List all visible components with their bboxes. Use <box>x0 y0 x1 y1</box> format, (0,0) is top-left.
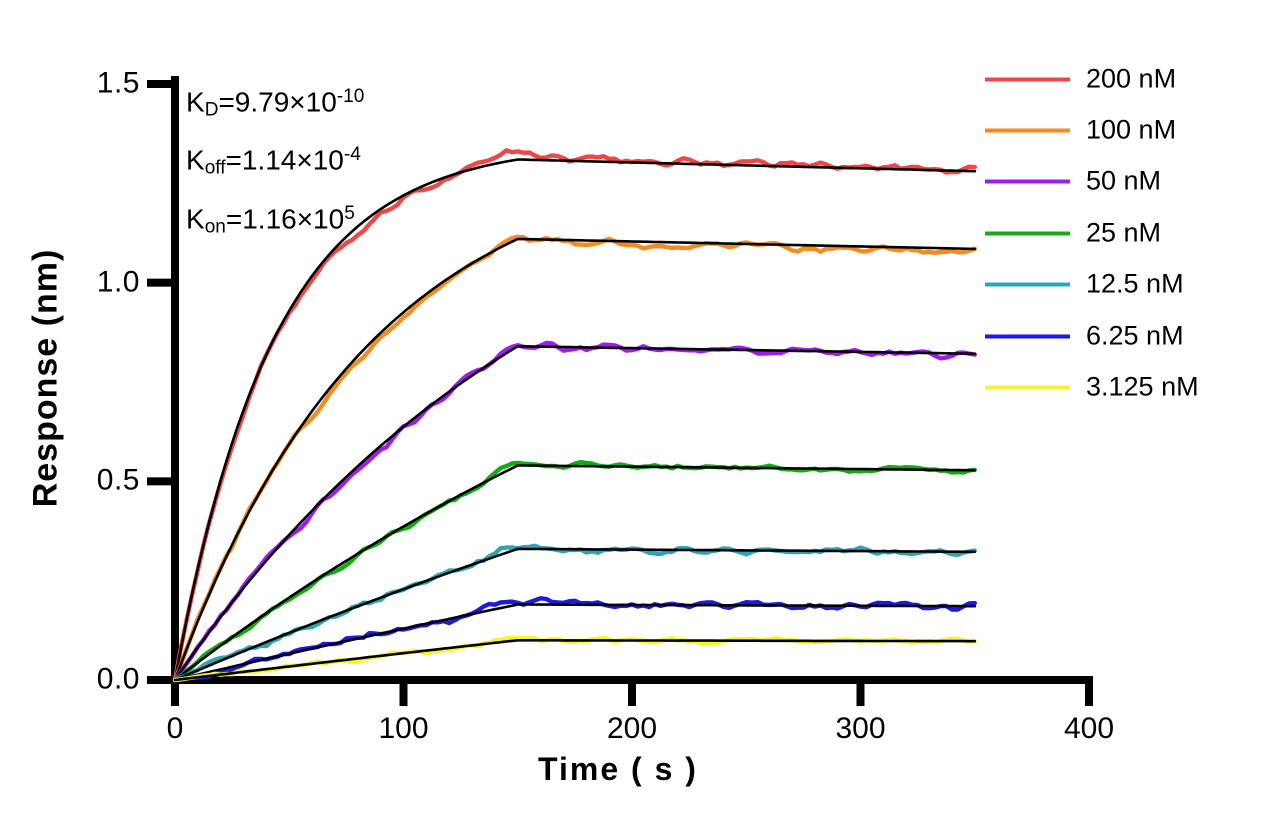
legend-label: 3.125 nM <box>1086 371 1199 402</box>
legend-item: 3.125 nM <box>985 372 1199 403</box>
x-tick-label: 0 <box>166 712 184 745</box>
legend-label: 200 nM <box>1086 63 1177 94</box>
x-tick-mark <box>1085 684 1093 706</box>
x-tick-label: 200 <box>606 712 658 745</box>
legend-item: 6.25 nM <box>985 321 1184 352</box>
legend-label: 12.5 nM <box>1086 268 1184 299</box>
x-tick-label: 300 <box>835 712 886 745</box>
y-axis-line <box>171 76 179 684</box>
legend-label: 6.25 nM <box>1086 320 1184 351</box>
x-tick-mark <box>171 684 179 706</box>
legend-swatch-line <box>985 334 1070 338</box>
fit-curve-100-nM <box>173 237 977 682</box>
y-tick-mark <box>147 278 171 287</box>
x-tick-mark <box>628 684 636 706</box>
legend-swatch-line <box>985 231 1070 235</box>
y-tick-label: 1.5 <box>96 66 140 100</box>
legend: 200 nM 100 nM 50 nM 25 nM 12.5 nM 6.25 nM 3.12… <box>985 0 1271 420</box>
fit-curve-50-nM <box>173 344 977 682</box>
y-tick-label: 0.0 <box>96 662 140 696</box>
x-tick-label: 400 <box>1063 712 1115 745</box>
legend-item: 50 nM <box>985 166 1161 197</box>
x-axis-title: Time ( s ) <box>538 751 698 787</box>
fit-curve-200-nM <box>173 158 977 682</box>
data-curve-100-nM <box>172 234 977 683</box>
kinetics-line: Koff=1.14×10-4 <box>186 144 361 179</box>
legend-item: 12.5 nM <box>985 269 1184 300</box>
x-tick-label: 100 <box>378 712 429 745</box>
legend-label: 50 nM <box>1086 165 1162 196</box>
data-curve-3.125-nM <box>172 635 977 683</box>
legend-swatch-line <box>985 179 1070 183</box>
kinetics-annotations: KD=9.79×10-10 Koff=1.14×10-4 Kon=1.16×105 <box>186 74 364 249</box>
kinetics-line: Kon=1.16×105 <box>186 202 355 237</box>
data-curve-12.5-nM <box>172 543 977 683</box>
legend-item: 100 nM <box>985 115 1176 146</box>
kinetics-line: KD=9.79×10-10 <box>186 86 365 121</box>
x-tick-mark <box>399 684 408 706</box>
legend-swatch-line <box>985 77 1070 81</box>
data-curve-25-nM <box>172 459 977 683</box>
fit-curve-12.5-nM <box>173 547 977 682</box>
fit-curve-6.25-nM <box>173 603 977 682</box>
y-tick-label: 1.0 <box>96 264 140 298</box>
legend-swatch-line <box>985 385 1070 389</box>
x-axis-line <box>171 676 1093 684</box>
legend-swatch-line <box>985 128 1070 132</box>
y-tick-label: 0.5 <box>96 463 140 497</box>
fit-curve-25-nM <box>173 464 977 682</box>
legend-item: 25 nM <box>985 218 1161 249</box>
fit-curve-3.125-nM <box>173 639 977 682</box>
legend-item: 200 nM <box>985 64 1176 95</box>
y-tick-mark <box>147 676 171 684</box>
legend-swatch-line <box>985 282 1070 286</box>
y-tick-mark <box>147 477 171 486</box>
legend-label: 25 nM <box>1086 217 1162 248</box>
y-tick-mark <box>147 80 171 88</box>
legend-label: 100 nM <box>1086 114 1177 145</box>
x-tick-mark <box>856 684 865 706</box>
